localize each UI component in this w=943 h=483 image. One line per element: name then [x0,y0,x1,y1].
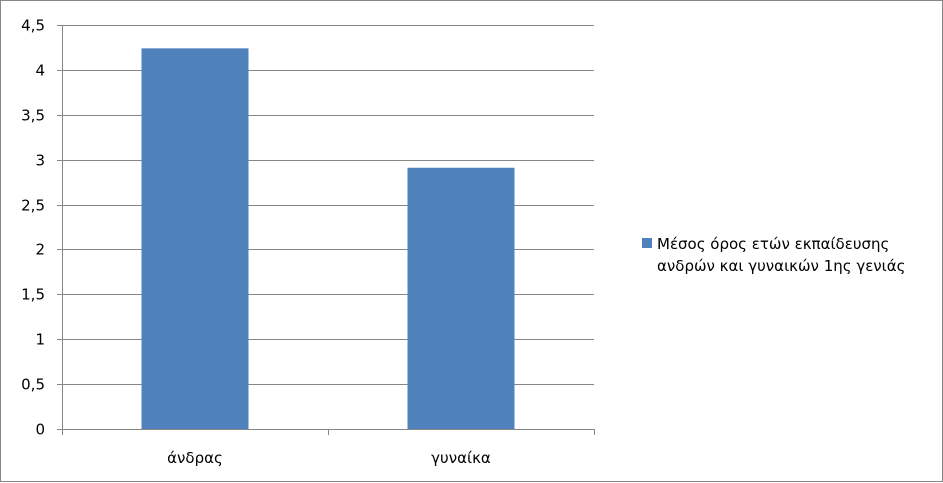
y-tick-label: 2,5 [21,197,45,215]
y-tick-label: 1,5 [21,286,45,304]
y-tick-label: 4 [35,62,45,80]
legend-swatch [642,238,652,248]
legend-label: Μέσος όρος ετών εκπαίδευσης ανδρών και γ… [657,235,906,275]
bars [141,48,515,429]
y-tick-label: 3 [35,152,45,170]
y-tick-label: 1 [35,331,45,349]
y-tick-label: 0,5 [21,376,45,394]
bar-1 [141,48,249,429]
y-tick-label: 3,5 [21,107,45,125]
y-tick-label: 2 [35,241,45,259]
y-tick-label: 0 [35,421,45,439]
x-tick-label: άνδρας [167,449,223,467]
axes [57,25,595,435]
x-tick-label: γυναίκα [431,449,491,467]
y-tick-label: 4,5 [21,17,45,35]
y-axis-tick-labels: 0 0,5 1 1,5 2 2,5 3 3,5 4 4,5 [21,17,45,439]
x-axis-tick-labels: άνδρας γυναίκα [167,449,491,467]
bar-2 [407,167,515,429]
